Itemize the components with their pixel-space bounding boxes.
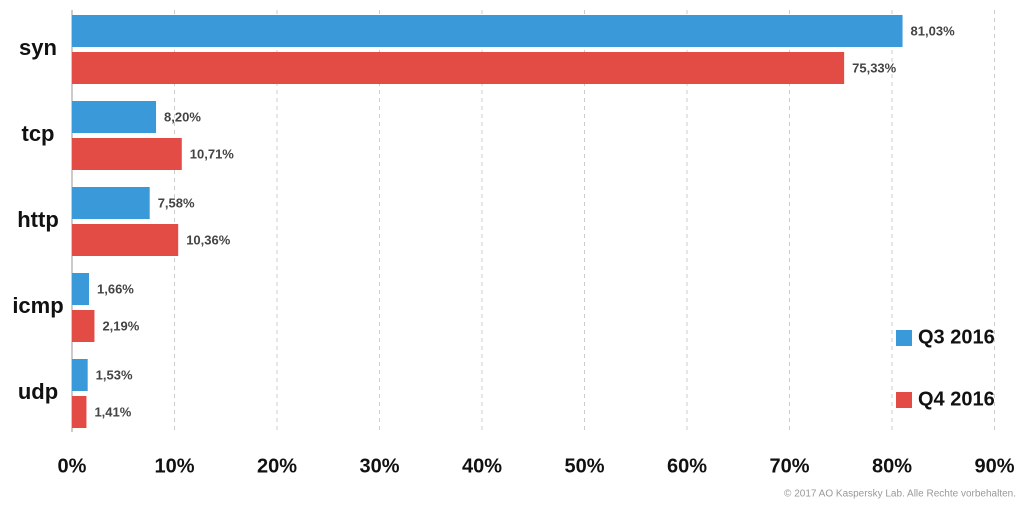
value-label: 10,36% [186,232,231,247]
bar [72,138,182,170]
bar [72,187,150,219]
value-label: 81,03% [911,23,956,38]
x-tick-label: 70% [769,455,809,477]
value-label: 8,20% [164,109,201,124]
category-label: udp [18,379,58,404]
x-tick-label: 60% [667,455,707,477]
value-label: 7,58% [158,195,195,210]
legend-label: Q3 2016 [918,326,995,348]
x-tick-label: 90% [974,455,1014,477]
bar [72,224,179,256]
bar [72,52,845,84]
x-tick-label: 30% [359,455,399,477]
bar [72,310,95,342]
category-label: syn [19,35,57,60]
value-label: 2,19% [102,318,139,333]
bar [72,396,87,428]
category-label: tcp [22,121,55,146]
value-label: 75,33% [852,60,897,75]
category-label: http [17,207,59,232]
value-label: 1,53% [96,367,133,382]
value-label: 1,66% [97,281,134,296]
source-note: © 2017 AO Kaspersky Lab. Alle Rechte vor… [784,489,1016,500]
legend-swatch [896,330,912,346]
x-tick-label: 0% [58,455,87,477]
bar [72,273,90,305]
value-label: 1,41% [94,404,131,419]
x-tick-label: 50% [564,455,604,477]
legend-label: Q4 2016 [918,388,995,410]
x-tick-label: 40% [462,455,502,477]
value-label: 10,71% [190,146,235,161]
bar [72,359,88,391]
x-tick-label: 10% [154,455,194,477]
x-tick-label: 20% [257,455,297,477]
bar [72,15,903,47]
category-label: icmp [12,293,63,318]
legend-swatch [896,392,912,408]
x-tick-label: 80% [872,455,912,477]
bar [72,101,157,133]
